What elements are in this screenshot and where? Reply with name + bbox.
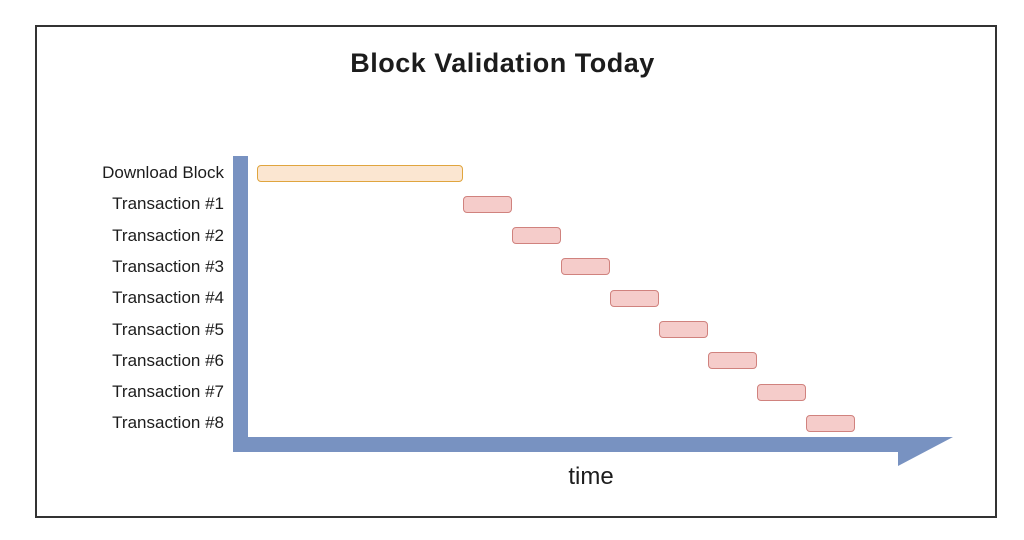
gantt-bar <box>560 258 610 276</box>
row-label: Transaction #4 <box>112 288 224 308</box>
row-label: Transaction #7 <box>112 382 224 402</box>
row-label: Transaction #3 <box>112 256 224 276</box>
row-label: Transaction #5 <box>112 319 224 339</box>
gantt-bar <box>658 321 708 338</box>
gantt-bar <box>511 227 561 245</box>
gantt-bar <box>257 164 463 182</box>
y-axis <box>233 156 248 452</box>
row-label: Download Block <box>102 163 224 182</box>
gantt-bar <box>805 414 855 432</box>
x-axis-label: time <box>568 463 614 490</box>
row-label: Transaction #2 <box>112 225 224 245</box>
slide-frame <box>35 25 997 518</box>
chart-title: Block Validation Today <box>350 48 655 78</box>
x-axis-arrow <box>233 437 953 466</box>
gantt-bar <box>609 289 659 307</box>
gantt-bar <box>462 195 512 213</box>
row-label: Transaction #6 <box>112 350 224 370</box>
gantt-bar <box>756 383 806 401</box>
gantt-bar <box>707 352 757 370</box>
row-label: Transaction #8 <box>112 413 224 433</box>
row-label: Transaction #1 <box>112 194 224 214</box>
